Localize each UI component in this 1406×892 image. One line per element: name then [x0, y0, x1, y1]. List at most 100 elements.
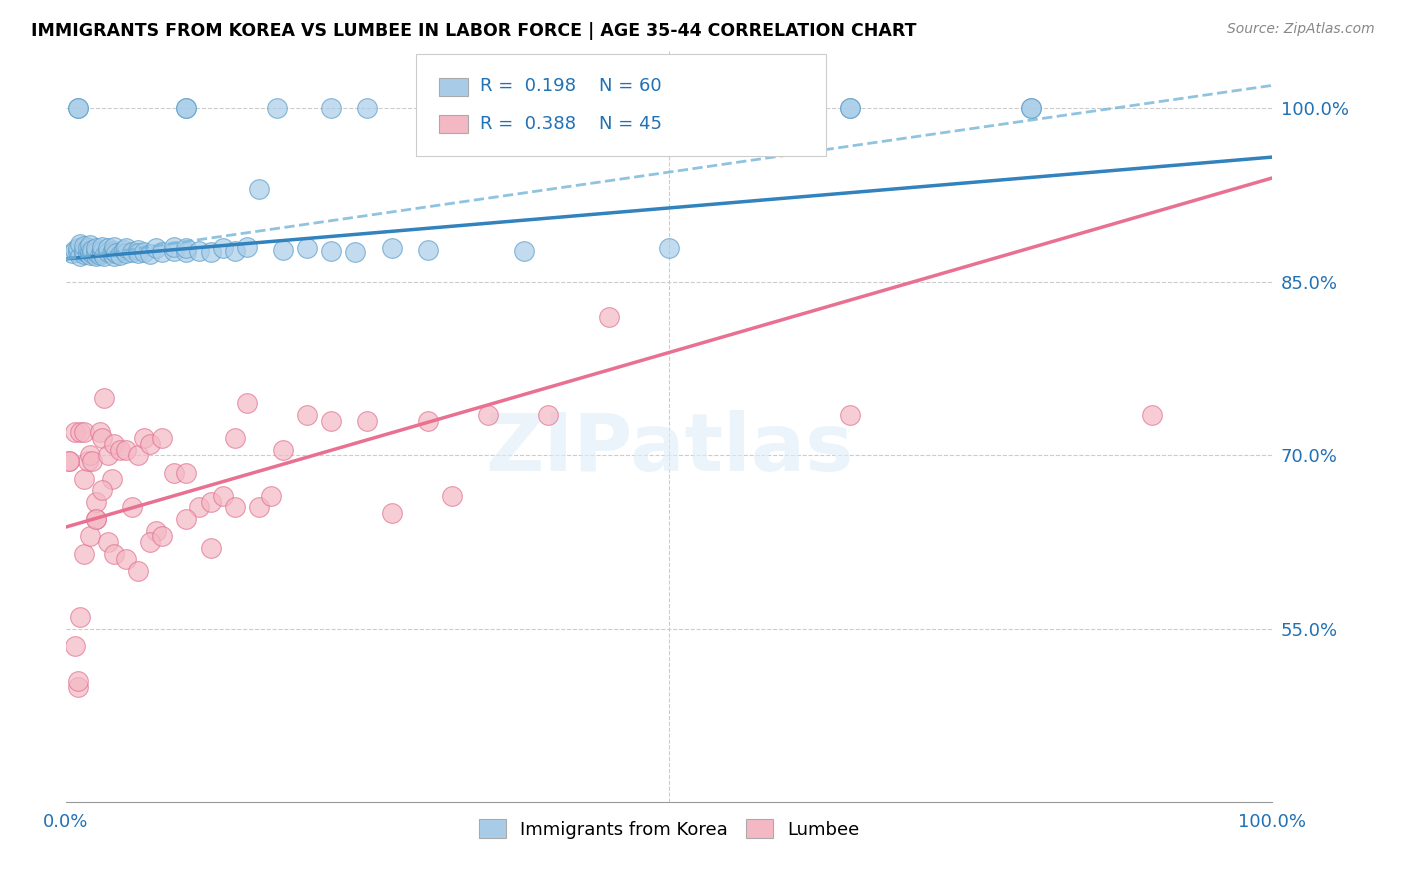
Point	[187, 500, 209, 515]
Point	[65, 639, 87, 653]
Point	[73, 239, 96, 253]
Point	[66, 102, 89, 116]
Point	[103, 437, 125, 451]
Point	[73, 425, 96, 440]
FancyBboxPatch shape	[439, 115, 468, 134]
Point	[176, 512, 198, 526]
Point	[176, 466, 198, 480]
Point	[69, 236, 91, 251]
Point	[127, 564, 149, 578]
Point	[82, 246, 104, 260]
Point	[105, 246, 128, 260]
Point	[66, 241, 89, 255]
Point	[266, 102, 288, 116]
Point	[477, 102, 499, 116]
Point	[139, 535, 162, 549]
Point	[1140, 408, 1163, 422]
Point	[79, 238, 101, 252]
Point	[321, 414, 343, 428]
Point	[84, 250, 107, 264]
Point	[69, 610, 91, 624]
Point	[658, 241, 681, 255]
Point	[108, 248, 131, 262]
Point	[100, 246, 122, 260]
Point	[79, 449, 101, 463]
Point	[839, 102, 862, 116]
Point	[79, 248, 101, 262]
Point	[187, 244, 209, 258]
Point	[91, 483, 114, 497]
Point	[839, 102, 862, 116]
Legend: Immigrants from Korea, Lumbee: Immigrants from Korea, Lumbee	[471, 812, 868, 846]
Point	[176, 244, 198, 259]
Point	[97, 535, 120, 549]
Point	[200, 494, 222, 508]
Point	[271, 442, 294, 457]
Point	[224, 431, 246, 445]
Point	[115, 442, 138, 457]
Point	[69, 425, 91, 440]
Point	[150, 431, 173, 445]
Point	[58, 454, 80, 468]
Point	[127, 449, 149, 463]
Point	[139, 247, 162, 261]
Point	[66, 102, 89, 116]
Point	[598, 310, 620, 324]
Point	[121, 244, 143, 259]
Point	[150, 244, 173, 259]
Point	[381, 506, 404, 520]
Point	[91, 244, 114, 258]
Point	[163, 244, 186, 258]
Point	[103, 547, 125, 561]
Point	[79, 529, 101, 543]
Point	[477, 408, 499, 422]
Point	[73, 244, 96, 258]
Point	[416, 243, 439, 257]
Point	[839, 408, 862, 422]
Point	[84, 241, 107, 255]
Point	[356, 414, 378, 428]
Point	[247, 500, 270, 515]
Point	[115, 246, 138, 260]
Text: R =  0.198    N = 60: R = 0.198 N = 60	[479, 77, 661, 95]
Point	[176, 102, 198, 116]
Point	[211, 241, 233, 255]
Point	[84, 494, 107, 508]
Point	[65, 243, 87, 257]
Point	[163, 240, 186, 254]
Point	[416, 102, 439, 116]
Point	[224, 244, 246, 258]
Point	[115, 552, 138, 566]
Point	[73, 471, 96, 485]
Point	[79, 244, 101, 258]
Point	[295, 408, 318, 422]
Point	[103, 244, 125, 258]
Point	[145, 241, 167, 255]
Point	[89, 425, 111, 440]
Point	[321, 244, 343, 258]
Point	[127, 246, 149, 260]
Point	[134, 244, 156, 259]
Point	[84, 244, 107, 259]
Point	[84, 512, 107, 526]
Point	[440, 489, 463, 503]
Point	[97, 244, 120, 259]
Point	[66, 680, 89, 694]
Point	[97, 241, 120, 255]
Point	[134, 431, 156, 445]
Point	[76, 454, 98, 468]
Point	[84, 512, 107, 526]
FancyBboxPatch shape	[439, 78, 468, 95]
Point	[211, 489, 233, 503]
Point	[65, 425, 87, 440]
Point	[381, 241, 404, 255]
Point	[200, 541, 222, 555]
Point	[1019, 102, 1042, 116]
Point	[97, 449, 120, 463]
Point	[321, 102, 343, 116]
Point	[100, 471, 122, 485]
Point	[295, 241, 318, 255]
Point	[150, 529, 173, 543]
Point	[236, 240, 259, 254]
Point	[224, 500, 246, 515]
